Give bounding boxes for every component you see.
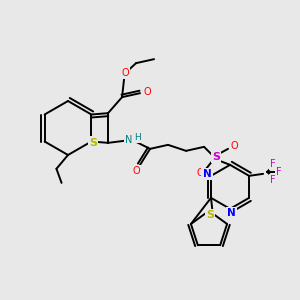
Text: S: S — [89, 137, 98, 148]
Text: O: O — [121, 68, 129, 78]
Text: N: N — [227, 208, 236, 218]
Text: F: F — [270, 175, 276, 185]
Text: H: H — [134, 133, 140, 142]
Text: N: N — [202, 169, 211, 179]
Text: S: S — [212, 152, 220, 162]
Text: O: O — [230, 141, 238, 151]
Text: F: F — [270, 159, 276, 169]
Text: S: S — [206, 210, 214, 220]
Text: N: N — [125, 135, 133, 145]
Text: O: O — [132, 166, 140, 176]
Text: O: O — [196, 168, 204, 178]
Text: O: O — [143, 87, 151, 97]
Text: F: F — [276, 167, 282, 177]
